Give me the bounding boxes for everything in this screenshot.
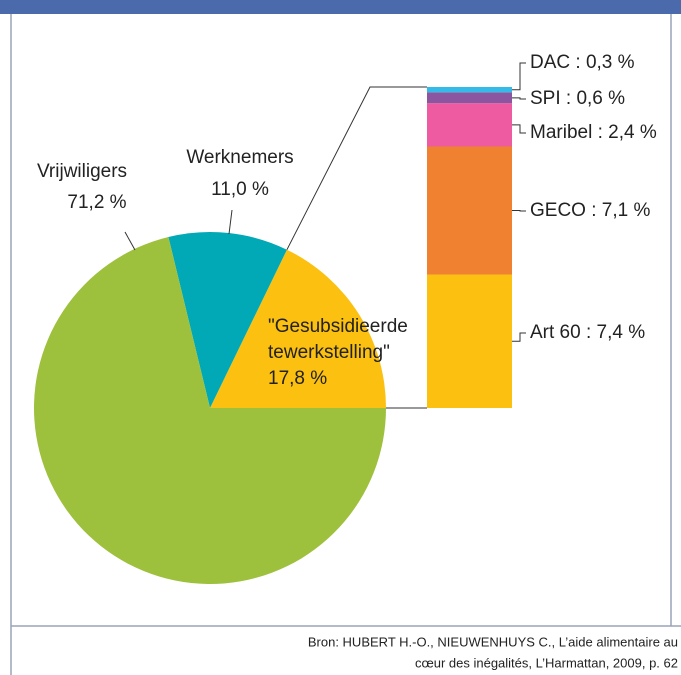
slice-value: 17,8 %: [268, 368, 328, 389]
slice-name: Werknemers: [186, 147, 293, 168]
leader-line: [512, 124, 526, 134]
bar-label: SPI : 0,6 %: [530, 88, 625, 109]
pie-slice: [168, 232, 287, 408]
bar-label: GECO : 7,1 %: [530, 200, 650, 221]
bar-segment: [427, 146, 512, 275]
leader-line: [228, 209, 233, 235]
bar-segment: [427, 103, 512, 147]
header-bar: [0, 0, 681, 14]
leader-line: [124, 231, 136, 251]
slice-label: "Gesubsidieerde tewerkstelling" 17,8 %: [268, 314, 428, 392]
pie-slice: [34, 236, 387, 585]
bar-segment: [427, 92, 512, 104]
slice-name: Vrijwiligers: [37, 161, 127, 182]
leader-line: [512, 97, 526, 100]
source-line: Bron: HUBERT H.-O., NIEUWENHUYS C., L’ai…: [308, 634, 678, 649]
leader-line: [512, 62, 526, 91]
connector: [286, 86, 427, 250]
slice-value: 11,0 %: [211, 179, 269, 200]
bar-label: Art 60 : 7,4 %: [530, 322, 645, 343]
slice-name: "Gesubsidieerde tewerkstelling": [268, 316, 408, 363]
bar-label: DAC : 0,3 %: [530, 52, 635, 73]
pie-slice: [210, 249, 386, 408]
bar-segment: [427, 87, 512, 93]
bar-label: Maribel : 2,4 %: [530, 122, 657, 143]
leader-line: [512, 332, 526, 342]
slice-value: 71,2 %: [67, 192, 126, 213]
bar-segment: [427, 274, 512, 408]
source-line: cœur des inégalités, L’Harmattan, 2009, …: [415, 655, 678, 670]
